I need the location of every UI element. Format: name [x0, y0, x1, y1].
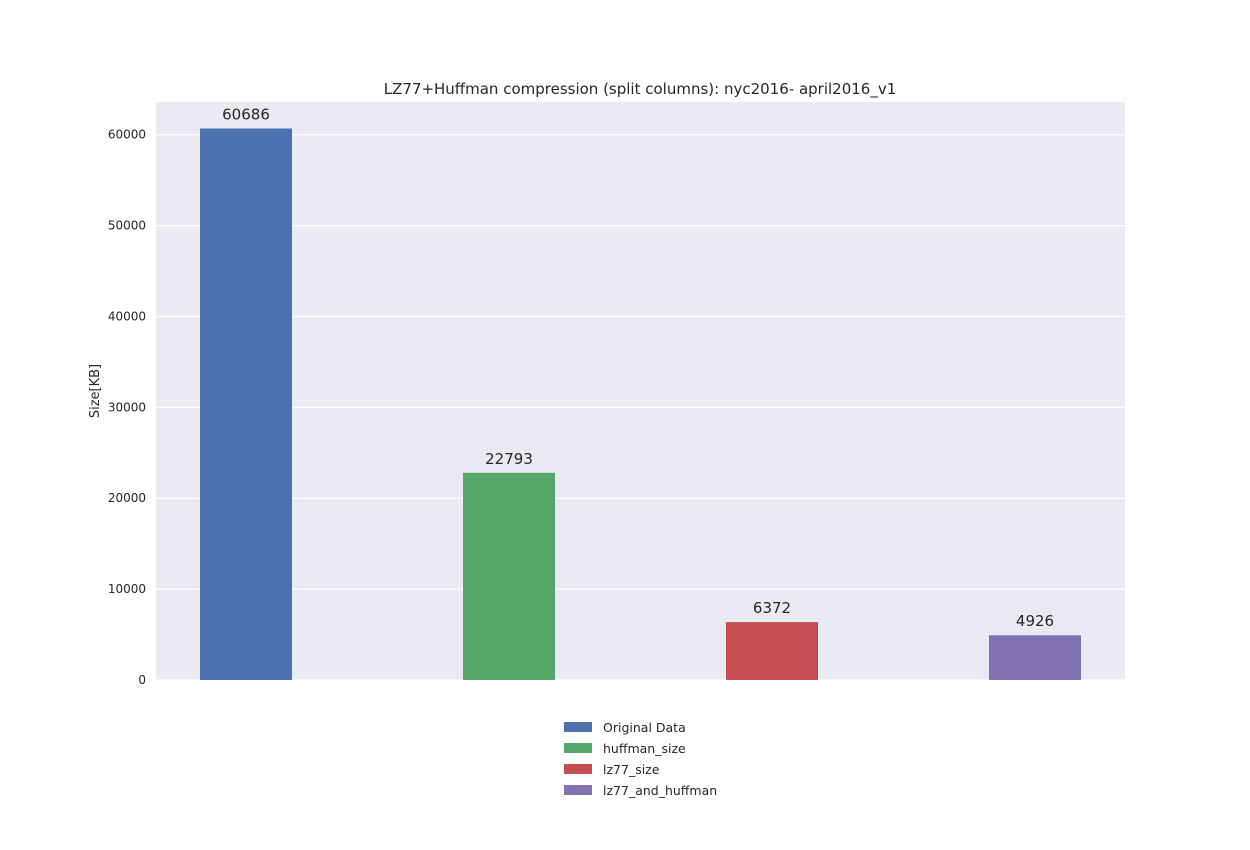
y-tick-label: 0 — [138, 673, 146, 687]
chart-title: LZ77+Huffman compression (split columns)… — [384, 80, 897, 99]
y-axis-ticks: 0 10000 20000 30000 40000 50000 60000 — [108, 128, 146, 687]
y-tick-label: 40000 — [108, 309, 146, 323]
bar-value-label: 60686 — [222, 105, 270, 123]
value-labels: 60686 22793 6372 4926 — [222, 105, 1054, 630]
legend-label: huffman_size — [603, 741, 686, 756]
y-tick-label: 30000 — [108, 400, 146, 414]
legend-swatch — [564, 722, 592, 732]
legend: Original Data huffman_size lz77_size lz77_a… — [564, 720, 717, 798]
legend-label: lz77_and_huffman — [603, 783, 717, 798]
legend-label: lz77_size — [603, 762, 660, 777]
grid-lines — [156, 134, 1125, 681]
legend-label: Original Data — [603, 720, 686, 735]
legend-swatch — [564, 764, 592, 774]
y-axis-label: Size[KB] — [88, 364, 103, 418]
y-tick-label: 50000 — [108, 219, 146, 233]
bar-lz77-size — [726, 622, 818, 680]
bars — [200, 128, 1081, 681]
bar-value-label: 22793 — [485, 450, 533, 468]
bar-value-label: 6372 — [753, 599, 791, 617]
legend-swatch — [564, 785, 592, 795]
y-tick-label: 60000 — [108, 128, 146, 142]
bar-lz77-and-huffman — [989, 635, 1081, 680]
bar-value-label: 4926 — [1016, 612, 1054, 630]
bar-huffman-size — [463, 472, 555, 680]
bar-original-data — [200, 128, 292, 681]
legend-swatch — [564, 743, 592, 753]
y-tick-label: 10000 — [108, 582, 146, 596]
y-tick-label: 20000 — [108, 491, 146, 505]
plot-background — [156, 102, 1125, 680]
